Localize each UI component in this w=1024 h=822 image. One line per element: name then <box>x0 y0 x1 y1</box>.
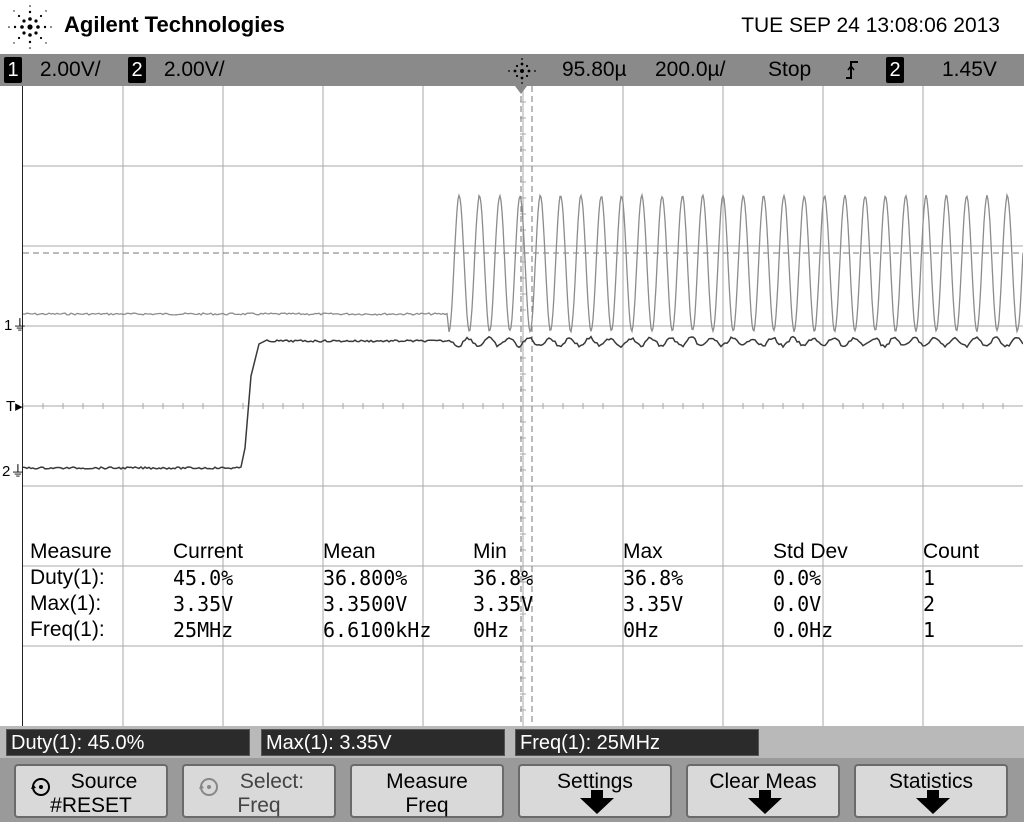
timebase-value[interactable]: 200.0µ/ <box>655 58 726 81</box>
column-header: Measure <box>30 540 112 563</box>
cell-mean: 3.3500V <box>323 592 408 616</box>
delay-icon <box>506 58 538 86</box>
softkey-value: Freq <box>405 794 449 817</box>
rotate-knob-icon <box>31 778 50 796</box>
ch2-badge: 2 <box>128 57 146 83</box>
cell-count: 1 <box>923 618 936 642</box>
clear-meas-softkey[interactable]: Clear Meas <box>686 764 840 818</box>
cell-stddev: 0.0V <box>773 592 822 616</box>
ch2-ground-marker[interactable]: 2⏚ <box>2 460 25 481</box>
cell-stddev: 0.0% <box>773 566 822 590</box>
right-arrow-icon: ▸ <box>15 398 23 415</box>
down-arrow-icon <box>916 790 950 814</box>
cell-mean: 6.6100kHz <box>323 618 432 642</box>
cell-max: 36.8% <box>623 566 684 590</box>
trigger-marker-label: T <box>6 398 16 415</box>
trigger-source-group[interactable]: 2 <box>886 56 904 84</box>
down-arrow-icon <box>748 790 782 814</box>
measure-softkey[interactable]: Measure Freq <box>350 764 504 818</box>
cell-current: 45.0% <box>173 566 234 590</box>
readout-freq: Freq(1): 25MHz <box>515 729 759 756</box>
softkey-label: Clear Meas <box>709 770 817 793</box>
softkey-value: #RESET <box>50 794 132 817</box>
table-row: Max(1): 3.35V 3.3500V 3.35V 3.35V 0.0V 2 <box>30 592 1020 618</box>
ground-icon: ⏚ <box>10 463 26 480</box>
cell-max: 3.35V <box>623 592 684 616</box>
row-label: Freq(1): <box>30 618 105 641</box>
row-label: Duty(1): <box>30 566 105 589</box>
cell-min: 3.35V <box>473 592 534 616</box>
source-softkey[interactable]: Source #RESET <box>14 764 168 818</box>
select-softkey[interactable]: Select: Freq <box>182 764 336 818</box>
down-arrow-icon <box>580 790 614 814</box>
brand-name: Agilent Technologies <box>64 12 285 37</box>
agilent-logo-icon <box>8 5 52 49</box>
ch1-scale-group[interactable]: 1 2.00V/ <box>4 56 101 84</box>
column-header: Std Dev <box>773 540 848 563</box>
column-header: Count <box>923 540 980 563</box>
column-header: Min <box>473 540 507 563</box>
row-label: Max(1): <box>30 592 102 615</box>
ch1-badge: 1 <box>4 57 22 83</box>
status-bar: 1 2.00V/ 2 2.00V/ 95.80µ 200.0µ/ Stop 2 … <box>0 54 1024 86</box>
table-header: Measure Current Mean Min Max Std Dev Cou… <box>30 540 1020 566</box>
statistics-softkey[interactable]: Statistics <box>854 764 1008 818</box>
rotate-knob-icon <box>199 778 218 796</box>
cell-min: 36.8% <box>473 566 534 590</box>
ch2-scale: 2.00V/ <box>163 58 225 81</box>
cell-current: 3.35V <box>173 592 234 616</box>
settings-softkey[interactable]: Settings <box>518 764 672 818</box>
softkey-value: Freq <box>237 794 281 817</box>
waveform-traces <box>23 192 1023 470</box>
waveform-display[interactable] <box>22 86 1023 726</box>
table-row: Duty(1): 45.0% 36.800% 36.8% 36.8% 0.0% … <box>30 566 1020 592</box>
ch2-scale-group[interactable]: 2 2.00V/ <box>128 56 225 84</box>
trigger-level[interactable]: 1.45V <box>942 58 997 81</box>
cell-min: 0Hz <box>473 618 510 642</box>
measurement-readouts: Duty(1): 45.0% Max(1): 3.35V Freq(1): 25… <box>0 726 1024 758</box>
softkey-label: Source <box>70 770 138 793</box>
softkey-label: Settings <box>557 770 633 793</box>
ch1-marker-label: 1 <box>4 317 13 334</box>
ch2-marker-label: 2 <box>2 463 11 480</box>
cell-count: 1 <box>923 566 936 590</box>
trigger-source-badge: 2 <box>886 57 904 83</box>
readout-max: Max(1): 3.35V <box>261 729 505 756</box>
ground-icon: ⏚ <box>12 317 28 334</box>
softkey-bar: Source #RESET Select: Freq Measure Freq … <box>0 758 1024 822</box>
cell-mean: 36.800% <box>323 566 408 590</box>
column-header: Max <box>623 540 663 563</box>
cell-stddev: 0.0Hz <box>773 618 834 642</box>
cell-count: 2 <box>923 592 936 616</box>
column-header: Current <box>173 540 244 563</box>
softkey-label: Statistics <box>888 770 974 793</box>
cell-current: 25MHz <box>173 618 234 642</box>
cell-max: 0Hz <box>623 618 660 642</box>
readout-duty: Duty(1): 45.0% <box>6 729 250 756</box>
softkey-label: Select: <box>239 770 305 793</box>
column-header: Mean <box>323 540 376 563</box>
header: Agilent Technologies TUE SEP 24 13:08:06… <box>0 0 1024 54</box>
trigger-level-marker[interactable]: T▸ <box>6 397 23 415</box>
delay-value[interactable]: 95.80µ <box>562 58 627 81</box>
graticule <box>23 86 1023 726</box>
ch1-scale: 2.00V/ <box>39 58 101 81</box>
table-row: Freq(1): 25MHz 6.6100kHz 0Hz 0Hz 0.0Hz 1 <box>30 618 1020 644</box>
ch1-ground-marker[interactable]: 1⏚ <box>4 314 27 335</box>
datetime: TUE SEP 24 13:08:06 2013 <box>741 14 1000 37</box>
run-state: Stop <box>768 58 812 81</box>
rising-edge-icon <box>844 60 860 88</box>
softkey-label: Measure <box>386 770 468 793</box>
